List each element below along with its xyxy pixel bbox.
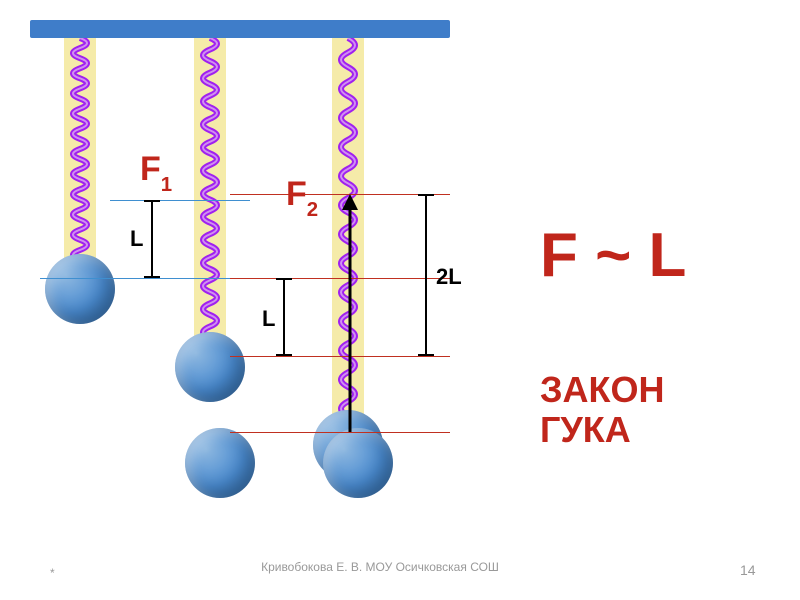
label-L-mid: L [262, 306, 275, 332]
reference-line [230, 432, 450, 433]
dimension-bracket [144, 200, 160, 278]
label-F1: F1 [140, 150, 172, 194]
physics-diagram: F1 F2 L L 2L [30, 20, 450, 520]
label-F2: F2 [286, 175, 318, 219]
support-bar [30, 20, 450, 38]
reference-line [40, 278, 250, 279]
footnote-asterisk: * [50, 566, 55, 580]
page-number: 14 [740, 562, 756, 578]
reference-line [110, 200, 250, 201]
weight-ball [175, 332, 245, 402]
law-title-line2: ГУКА [540, 409, 631, 450]
spring [188, 38, 232, 338]
weight-ball [185, 428, 255, 498]
formula: F ~ L [540, 220, 686, 291]
label-2L: 2L [436, 264, 462, 290]
dimension-bracket [276, 278, 292, 356]
weight-ball [45, 254, 115, 324]
law-title: ЗАКОН ГУКА [540, 370, 665, 449]
footer-attribution: Кривобокова Е. В. МОУ Осичковская СОШ [230, 560, 530, 574]
reference-line [230, 194, 450, 195]
spring [58, 38, 102, 260]
law-title-line1: ЗАКОН [540, 369, 665, 410]
reference-line [230, 356, 450, 357]
label-L-left: L [130, 226, 143, 252]
weight-ball [323, 428, 393, 498]
reference-line [230, 278, 450, 279]
force-arrow [342, 194, 358, 432]
dimension-bracket [418, 194, 434, 356]
